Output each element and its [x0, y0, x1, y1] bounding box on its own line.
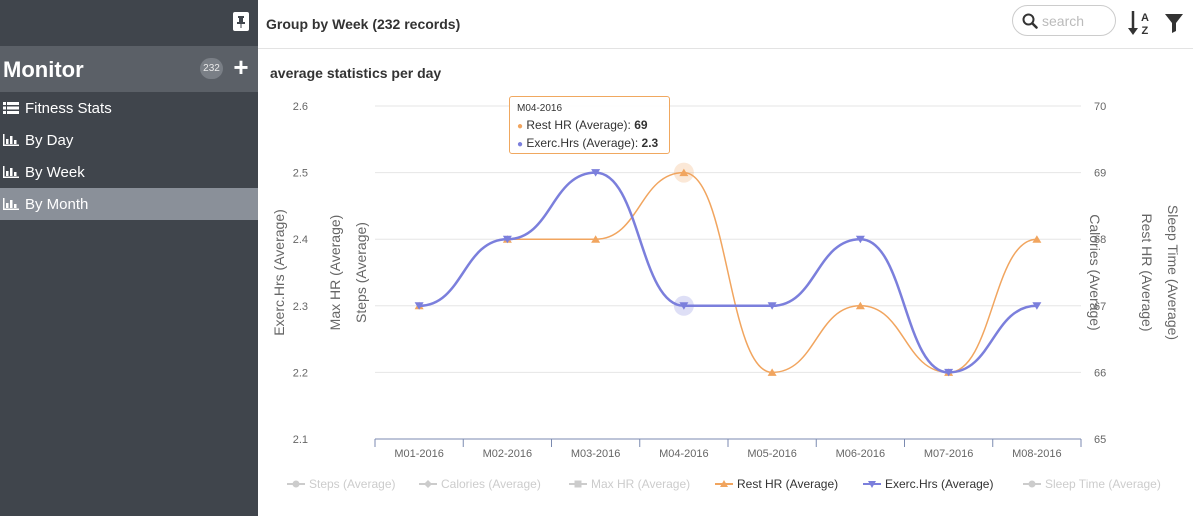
sidebar-item-label: By Month: [25, 195, 89, 213]
left-tick-label: 2.1: [293, 434, 308, 446]
data-point: [767, 368, 777, 376]
tooltip-label: Exerc.Hrs (Average):: [526, 136, 642, 150]
filter-icon[interactable]: [1164, 12, 1184, 34]
tooltip-value: 2.3: [641, 136, 659, 150]
tooltip-row-rest-hr: ● Rest HR (Average): 69: [517, 117, 661, 135]
legend-marker: [569, 480, 587, 488]
data-point: [1032, 235, 1042, 243]
search-icon: [1022, 13, 1038, 29]
left-tick-label: 2.5: [293, 168, 308, 180]
x-tick-label: M07-2016: [924, 448, 974, 460]
x-tick-label: M06-2016: [836, 448, 886, 460]
x-tick-label: M08-2016: [1012, 448, 1062, 460]
chart-legend: Steps (Average) Calories (Average) Max H…: [258, 474, 1193, 494]
legend-label: Calories (Average): [441, 477, 541, 491]
data-point: [414, 302, 424, 310]
left-tick-label: 2.3: [293, 301, 308, 313]
sort-az-icon[interactable]: A Z: [1128, 9, 1154, 37]
legend-label: Steps (Average): [309, 477, 396, 491]
bar-chart-icon: [2, 197, 20, 211]
sidebar-title: Monitor: [3, 57, 84, 82]
search-input[interactable]: [1042, 12, 1114, 29]
right-axis-title: Sleep Time (Average): [1165, 205, 1181, 340]
data-point: [855, 301, 865, 310]
legend-item-rest-hr[interactable]: Rest HR (Average): [715, 477, 838, 491]
tooltip-value: 69: [634, 118, 648, 132]
left-axis-title: Steps (Average): [353, 222, 369, 323]
legend-marker: [287, 480, 305, 488]
main-header: Group by Week (232 records) A Z: [258, 0, 1193, 49]
series-line: [419, 171, 1037, 374]
right-axis-title: Rest HR (Average): [1139, 213, 1155, 331]
data-point: [502, 235, 512, 244]
legend-marker: [715, 480, 733, 487]
data-point: [591, 169, 601, 177]
left-axis-title: Exerc.Hrs (Average): [271, 209, 287, 336]
sidebar: Monitor 232 + Fitness Stats By Day By We…: [0, 0, 258, 516]
left-axis-title: Max HR (Average): [327, 215, 343, 331]
tooltip-title: M04-2016: [517, 103, 563, 114]
chart-tooltip: M04-2016 ● Rest HR (Average): 69 ● Exerc…: [509, 96, 670, 154]
legend-label: Max HR (Average): [591, 477, 691, 491]
x-tick-label: M04-2016: [659, 448, 709, 460]
pin-icon[interactable]: [233, 12, 249, 31]
right-tick-label: 69: [1094, 168, 1106, 180]
right-tick-label: 70: [1094, 101, 1106, 113]
tooltip-row-exerc-hrs: ● Exerc.Hrs (Average): 2.3: [517, 135, 661, 153]
sidebar-item-label: By Week: [25, 163, 85, 181]
data-point: [591, 235, 601, 243]
legend-item-calories[interactable]: Calories (Average): [419, 477, 541, 491]
tooltip-dot: ●: [517, 121, 524, 132]
left-tick-label: 2.2: [293, 367, 308, 379]
svg-text:A: A: [1141, 12, 1149, 24]
data-point: [767, 302, 777, 310]
sidebar-item-by-week[interactable]: By Week: [0, 156, 258, 188]
bar-chart-icon: [2, 133, 20, 147]
data-point: [944, 368, 954, 377]
legend-label: Exerc.Hrs (Average): [885, 477, 994, 491]
legend-item-exerc-hrs[interactable]: Exerc.Hrs (Average): [863, 477, 993, 491]
data-point: [679, 302, 689, 310]
legend-marker: [1023, 480, 1041, 488]
legend-item-sleep-time[interactable]: Sleep Time (Average): [1023, 477, 1161, 491]
record-count-badge: 232: [200, 58, 223, 79]
series-line: [419, 171, 1037, 374]
legend-label: Sleep Time (Average): [1045, 477, 1161, 491]
right-tick-label: 67: [1094, 301, 1106, 313]
right-tick-label: 68: [1094, 234, 1106, 246]
tooltip-label: Rest HR (Average):: [526, 118, 635, 132]
right-tick-label: 66: [1094, 367, 1106, 379]
svg-text:Z: Z: [1142, 25, 1149, 37]
add-icon[interactable]: +: [233, 52, 249, 82]
chart-title: average statistics per day: [270, 65, 442, 81]
sidebar-item-by-month[interactable]: By Month: [0, 188, 258, 220]
search-box[interactable]: [1012, 5, 1116, 36]
legend-label: Rest HR (Average): [737, 477, 839, 491]
x-tick-label: M05-2016: [747, 448, 797, 460]
legend-marker: [863, 481, 881, 488]
sidebar-item-by-day[interactable]: By Day: [0, 124, 258, 156]
sidebar-item-fitness-stats[interactable]: Fitness Stats: [0, 92, 258, 124]
sidebar-item-label: By Day: [25, 131, 74, 149]
legend-marker: [419, 480, 437, 488]
left-tick-label: 2.6: [293, 101, 308, 113]
x-tick-label: M02-2016: [483, 448, 533, 460]
legend-item-max-hr[interactable]: Max HR (Average): [569, 477, 690, 491]
right-tick-label: 65: [1094, 434, 1106, 446]
data-point: [679, 168, 689, 177]
sidebar-item-label: Fitness Stats: [25, 99, 112, 117]
chart: 2.1 65 2.2 66 2.3 67 2.4 68 2.5 69 2.6 70 M01-2016 M0…: [271, 101, 1181, 460]
list-icon: [2, 101, 20, 115]
x-tick-label: M01-2016: [394, 448, 444, 460]
tooltip-dot: ●: [517, 139, 524, 150]
x-tick-label: M03-2016: [571, 448, 621, 460]
data-point: [1032, 302, 1042, 310]
page-title: Group by Week (232 records): [266, 16, 461, 32]
left-tick-label: 2.4: [293, 234, 308, 246]
bar-chart-icon: [2, 165, 20, 179]
right-axis-title: Calories (Average): [1087, 214, 1103, 330]
data-point: [855, 235, 865, 244]
legend-item-steps[interactable]: Steps (Average): [287, 477, 396, 491]
